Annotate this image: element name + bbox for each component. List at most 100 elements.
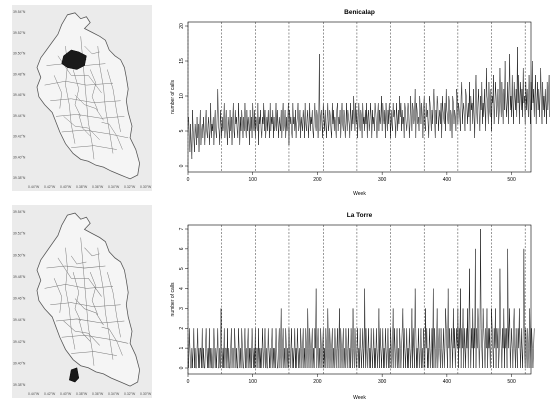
lat-tick-label: 39.38°N (13, 176, 26, 180)
series-line (188, 46, 550, 160)
lon-tick-label: 0.44°W (28, 392, 40, 396)
chart-1: La Torre 0 100 200 300 400 500 0 1 2 3 4 5 6 7 Week numb… (170, 212, 535, 401)
lat-tick-label: 39.42°N (13, 340, 26, 344)
district-border (84, 247, 100, 257)
y-tick-label: 10 (179, 93, 185, 99)
lon-tick-label: 0.42°W (44, 392, 56, 396)
lon-tick-label: 0.36°W (92, 392, 104, 396)
lon-tick-label: 0.32°W (124, 185, 136, 189)
lon-tick-label: 0.38°W (76, 185, 88, 189)
district-border (97, 247, 114, 360)
district-border (63, 320, 100, 346)
x-tick-label: 100 (249, 379, 258, 385)
district-border (71, 145, 117, 150)
lat-tick-label: 39.50°N (13, 52, 26, 56)
highlighted-district (61, 49, 87, 70)
lat-tick-label: 39.54°N (13, 210, 26, 214)
district-border (101, 326, 123, 356)
chart-0: Benicalap 0 100 200 300 400 500 0 5 10 15 20 Week num… (170, 9, 550, 197)
x-axis-label: Week (353, 191, 366, 197)
lat-tick-label: 39.48°N (13, 275, 26, 279)
map-panel-benicalap: 39.54°N 39.52°N 39.50°N 39.48°N 39.46°N 39.44… (12, 5, 152, 191)
lat-tick-label: 39.38°N (13, 383, 26, 387)
x-tick-label: 200 (313, 379, 322, 385)
lat-tick-label: 39.52°N (13, 232, 26, 236)
y-tick-label: 2 (179, 327, 185, 330)
district-border (61, 334, 129, 344)
district-border (55, 318, 125, 324)
lon-tick-label: 0.36°W (92, 185, 104, 189)
city-outline (36, 12, 140, 180)
district-border (61, 129, 129, 139)
x-tick-label: 500 (507, 177, 516, 183)
chart-title: La Torre (347, 212, 373, 219)
x-tick-label: 300 (378, 379, 387, 385)
district-border (78, 318, 91, 342)
district-border (89, 69, 99, 111)
map-geometry (36, 12, 140, 180)
map-geometry (36, 212, 140, 387)
y-tick-label: 0 (179, 164, 185, 167)
map-panel-la-torre: 39.54°N 39.52°N 39.50°N 39.48°N 39.46°N 39.44… (12, 205, 152, 398)
y-axis-label: number of calls (170, 80, 176, 114)
district-border (101, 121, 123, 150)
district-border (89, 272, 99, 315)
district-border (53, 278, 62, 313)
y-tick-label: 3 (179, 307, 185, 310)
lat-tick-label: 39.44°N (13, 318, 26, 322)
x-tick-label: 400 (443, 177, 452, 183)
lon-tick-label: 0.44°W (28, 185, 40, 189)
district-border (53, 75, 62, 109)
lat-tick-label: 39.54°N (13, 10, 26, 14)
x-tick-label: 0 (187, 379, 190, 385)
x-tick-label: 100 (249, 177, 258, 183)
lon-tick-label: 0.30°W (140, 392, 152, 396)
lat-tick-label: 39.46°N (13, 297, 26, 301)
district-border (74, 94, 104, 121)
lon-tick-label: 0.30°W (140, 185, 152, 189)
lon-tick-label: 0.34°W (108, 392, 120, 396)
lat-tick-label: 39.50°N (13, 253, 26, 257)
district-border (84, 45, 100, 55)
district-border (78, 114, 91, 137)
x-tick-label: 300 (378, 177, 387, 183)
district-border (97, 46, 114, 154)
lat-tick-label: 39.48°N (13, 72, 26, 76)
district-border (80, 237, 95, 366)
y-tick-label: 5 (179, 267, 185, 270)
y-tick-label: 7 (179, 227, 185, 230)
lat-tick-label: 39.40°N (13, 155, 26, 159)
district-border (71, 351, 117, 356)
lon-tick-label: 0.40°W (60, 185, 72, 189)
y-tick-label: 5 (179, 129, 185, 132)
plot-frame (187, 21, 532, 173)
district-border (44, 284, 114, 289)
y-tick-label: 1 (179, 347, 185, 350)
lat-tick-label: 39.40°N (13, 361, 26, 365)
city-outline (36, 212, 140, 387)
map-la-torre: 39.54°N 39.52°N 39.50°N 39.48°N 39.46°N 39.44… (13, 210, 152, 396)
y-tick-label: 20 (179, 23, 185, 29)
highlighted-district (69, 367, 80, 383)
lat-tick-label: 39.42°N (13, 135, 26, 139)
y-tick-label: 6 (179, 247, 185, 250)
y-tick-label: 4 (179, 287, 185, 290)
lon-tick-label: 0.34°W (108, 185, 120, 189)
district-border (107, 69, 121, 133)
y-tick-label: 15 (179, 58, 185, 64)
district-border (55, 114, 125, 119)
lon-tick-label: 0.42°W (44, 185, 56, 189)
district-border (46, 265, 106, 269)
lon-tick-label: 0.38°W (76, 392, 88, 396)
x-tick-label: 500 (507, 379, 516, 385)
lon-tick-label: 0.32°W (124, 392, 136, 396)
lat-tick-label: 39.46°N (13, 93, 26, 97)
x-tick-label: 0 (187, 177, 190, 183)
district-border (44, 80, 114, 86)
district-border (63, 116, 100, 140)
x-axis-label: Week (353, 395, 366, 401)
district-border (65, 247, 76, 350)
district-border (107, 272, 121, 338)
district-border (74, 298, 104, 326)
